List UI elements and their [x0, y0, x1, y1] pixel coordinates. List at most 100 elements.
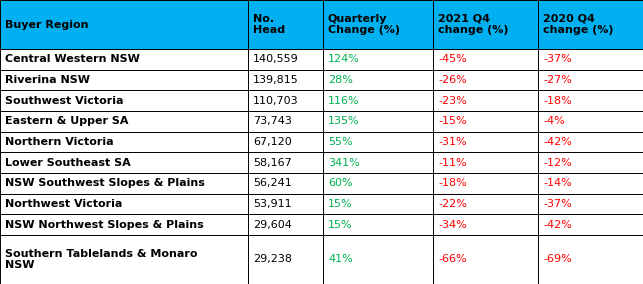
Bar [0, 152, 248, 173]
Bar [248, 111, 323, 132]
Bar [433, 49, 538, 70]
Text: 53,911: 53,911 [253, 199, 292, 209]
Bar [538, 70, 643, 90]
Bar [433, 173, 538, 194]
Text: -14%: -14% [543, 178, 572, 188]
Text: -18%: -18% [543, 96, 572, 106]
Text: NSW Northwest Slopes & Plains: NSW Northwest Slopes & Plains [5, 220, 204, 229]
Bar [248, 214, 323, 235]
Bar [538, 235, 643, 284]
Text: Southern Tablelands & Monaro
NSW: Southern Tablelands & Monaro NSW [5, 248, 197, 270]
Bar [0, 70, 248, 90]
Text: -4%: -4% [543, 116, 565, 126]
Bar [323, 235, 433, 284]
Bar [433, 194, 538, 214]
Bar [0, 194, 248, 214]
Bar [538, 152, 643, 173]
Text: -34%: -34% [438, 220, 467, 229]
Text: Central Western NSW: Central Western NSW [5, 55, 140, 64]
Text: 29,238: 29,238 [253, 254, 292, 264]
Bar [323, 0, 433, 49]
Text: Southwest Victoria: Southwest Victoria [5, 96, 123, 106]
Bar [248, 235, 323, 284]
Bar [0, 173, 248, 194]
Bar [538, 0, 643, 49]
Bar [248, 152, 323, 173]
Text: 15%: 15% [328, 220, 352, 229]
Bar [323, 194, 433, 214]
Bar [538, 194, 643, 214]
Text: Northwest Victoria: Northwest Victoria [5, 199, 122, 209]
Text: 2021 Q4
change (%): 2021 Q4 change (%) [438, 14, 509, 36]
Text: -69%: -69% [543, 254, 572, 264]
Bar [248, 70, 323, 90]
Text: 58,167: 58,167 [253, 158, 292, 168]
Text: -37%: -37% [543, 55, 572, 64]
Text: 341%: 341% [328, 158, 359, 168]
Text: NSW Southwest Slopes & Plains: NSW Southwest Slopes & Plains [5, 178, 205, 188]
Bar [433, 152, 538, 173]
Text: 124%: 124% [328, 55, 360, 64]
Text: -23%: -23% [438, 96, 467, 106]
Bar [248, 132, 323, 152]
Text: 15%: 15% [328, 199, 352, 209]
Text: -42%: -42% [543, 137, 572, 147]
Bar [538, 111, 643, 132]
Text: -22%: -22% [438, 199, 467, 209]
Text: 139,815: 139,815 [253, 75, 299, 85]
Text: -27%: -27% [543, 75, 572, 85]
Text: -11%: -11% [438, 158, 467, 168]
Bar [538, 214, 643, 235]
Bar [0, 132, 248, 152]
Bar [0, 90, 248, 111]
Text: 56,241: 56,241 [253, 178, 292, 188]
Text: -12%: -12% [543, 158, 572, 168]
Bar [0, 49, 248, 70]
Text: Quarterly
Change (%): Quarterly Change (%) [328, 14, 400, 36]
Bar [433, 0, 538, 49]
Text: -26%: -26% [438, 75, 467, 85]
Bar [433, 90, 538, 111]
Text: 135%: 135% [328, 116, 359, 126]
Bar [433, 214, 538, 235]
Bar [538, 132, 643, 152]
Text: 41%: 41% [328, 254, 353, 264]
Text: -37%: -37% [543, 199, 572, 209]
Bar [0, 111, 248, 132]
Bar [433, 111, 538, 132]
Bar [323, 49, 433, 70]
Bar [323, 152, 433, 173]
Bar [323, 173, 433, 194]
Bar [248, 49, 323, 70]
Text: No.
Head: No. Head [253, 14, 285, 36]
Text: -31%: -31% [438, 137, 467, 147]
Text: 140,559: 140,559 [253, 55, 299, 64]
Text: 60%: 60% [328, 178, 352, 188]
Text: -18%: -18% [438, 178, 467, 188]
Bar [323, 90, 433, 111]
Text: Riverina NSW: Riverina NSW [5, 75, 90, 85]
Bar [248, 90, 323, 111]
Bar [538, 49, 643, 70]
Bar [323, 111, 433, 132]
Text: 2020 Q4
change (%): 2020 Q4 change (%) [543, 14, 613, 36]
Bar [248, 0, 323, 49]
Text: Northern Victoria: Northern Victoria [5, 137, 114, 147]
Text: 55%: 55% [328, 137, 352, 147]
Bar [0, 214, 248, 235]
Text: Eastern & Upper SA: Eastern & Upper SA [5, 116, 129, 126]
Bar [433, 235, 538, 284]
Text: 73,743: 73,743 [253, 116, 292, 126]
Text: 110,703: 110,703 [253, 96, 298, 106]
Text: 29,604: 29,604 [253, 220, 292, 229]
Text: Buyer Region: Buyer Region [5, 20, 89, 30]
Bar [323, 70, 433, 90]
Bar [248, 173, 323, 194]
Text: 67,120: 67,120 [253, 137, 292, 147]
Text: 116%: 116% [328, 96, 359, 106]
Bar [538, 173, 643, 194]
Text: Lower Southeast SA: Lower Southeast SA [5, 158, 131, 168]
Bar [433, 132, 538, 152]
Bar [0, 0, 248, 49]
Bar [323, 132, 433, 152]
